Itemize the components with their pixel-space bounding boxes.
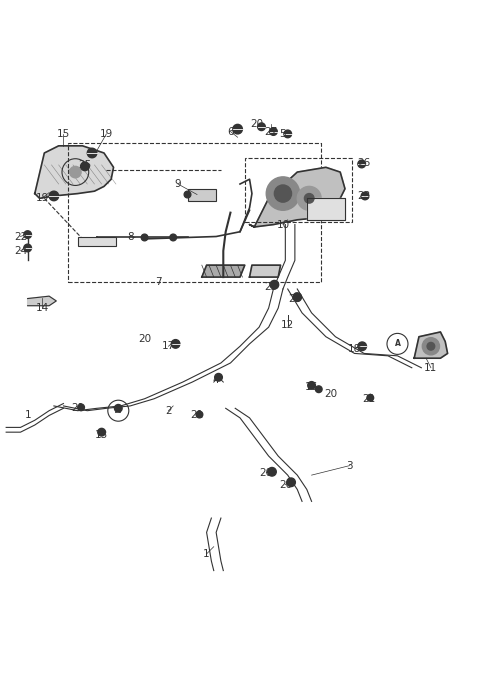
Circle shape	[297, 186, 321, 210]
Text: 6: 6	[227, 126, 234, 137]
Polygon shape	[414, 332, 447, 358]
Text: 4: 4	[213, 375, 219, 385]
Text: 20: 20	[138, 334, 151, 344]
Circle shape	[258, 123, 265, 130]
Circle shape	[422, 337, 440, 355]
Circle shape	[78, 404, 84, 410]
Circle shape	[215, 374, 222, 381]
Circle shape	[284, 130, 291, 138]
Text: 19: 19	[100, 129, 113, 139]
Circle shape	[81, 162, 89, 171]
Circle shape	[304, 193, 314, 203]
Polygon shape	[202, 265, 245, 277]
Text: 8: 8	[127, 232, 133, 242]
Text: 25: 25	[78, 160, 92, 170]
Text: 7: 7	[156, 277, 162, 287]
Circle shape	[270, 281, 279, 289]
Text: 20: 20	[260, 468, 273, 477]
Text: 17: 17	[162, 342, 175, 351]
Circle shape	[361, 192, 369, 199]
Circle shape	[87, 148, 97, 158]
Text: 10: 10	[276, 219, 289, 229]
Bar	[78, 238, 116, 246]
Circle shape	[170, 234, 177, 241]
Text: 15: 15	[57, 129, 70, 139]
Polygon shape	[250, 167, 345, 227]
Text: 13: 13	[95, 430, 108, 440]
Bar	[68, 143, 321, 282]
Bar	[188, 189, 216, 201]
Circle shape	[196, 411, 203, 418]
Text: 16: 16	[305, 382, 318, 392]
Circle shape	[358, 342, 366, 350]
Text: 5: 5	[280, 129, 286, 139]
Circle shape	[268, 467, 276, 476]
Circle shape	[184, 191, 191, 198]
Circle shape	[315, 386, 322, 393]
Text: 20: 20	[279, 479, 292, 490]
Text: 14: 14	[36, 303, 48, 313]
Text: 25: 25	[288, 294, 301, 303]
Circle shape	[70, 167, 81, 178]
Circle shape	[24, 231, 32, 238]
Circle shape	[427, 342, 435, 350]
Circle shape	[171, 339, 180, 348]
Circle shape	[287, 478, 295, 486]
Circle shape	[141, 234, 148, 241]
Circle shape	[98, 428, 106, 436]
Text: 27: 27	[264, 126, 277, 137]
Bar	[245, 158, 352, 222]
Text: 21: 21	[191, 410, 204, 421]
Text: 1: 1	[24, 410, 31, 421]
Polygon shape	[28, 296, 56, 306]
Text: A: A	[115, 406, 121, 415]
Text: 24: 24	[14, 246, 27, 256]
Text: 22: 22	[14, 232, 27, 242]
Text: 21: 21	[71, 403, 84, 413]
Circle shape	[275, 185, 291, 202]
Text: 12: 12	[281, 320, 294, 330]
Circle shape	[266, 177, 300, 210]
Circle shape	[115, 404, 122, 412]
Text: 21: 21	[362, 394, 375, 404]
Circle shape	[49, 191, 59, 201]
Text: 20: 20	[324, 389, 337, 399]
Circle shape	[308, 382, 315, 389]
Text: 2: 2	[165, 406, 172, 416]
Text: A: A	[395, 339, 400, 348]
Circle shape	[358, 160, 365, 168]
Text: 23: 23	[358, 191, 371, 201]
Text: 3: 3	[347, 460, 353, 471]
Circle shape	[367, 395, 373, 401]
Text: 25: 25	[264, 281, 277, 292]
Text: 26: 26	[358, 158, 371, 167]
Text: 18: 18	[348, 344, 361, 354]
Text: 1: 1	[204, 549, 210, 559]
Polygon shape	[35, 146, 114, 198]
Text: 20: 20	[250, 120, 263, 129]
Circle shape	[24, 244, 32, 252]
Text: 11: 11	[424, 363, 437, 373]
Circle shape	[293, 293, 301, 301]
Text: 9: 9	[175, 179, 181, 189]
Text: 19: 19	[36, 193, 48, 204]
Circle shape	[233, 124, 242, 134]
Polygon shape	[250, 265, 281, 277]
Polygon shape	[307, 198, 345, 220]
Circle shape	[270, 128, 277, 135]
